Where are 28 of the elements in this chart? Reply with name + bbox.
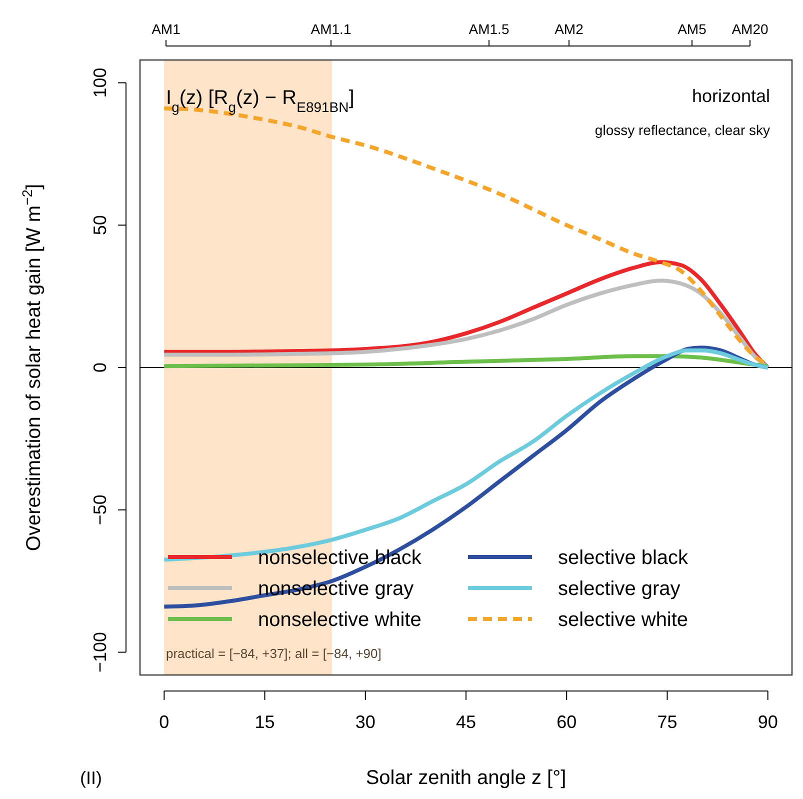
text: AM1.5 [468, 21, 510, 37]
annotation: horizontal [692, 86, 770, 106]
y-tick-label: 0 [90, 362, 110, 373]
y-tick-label: 50 [90, 215, 110, 236]
x-tick-label: 30 [355, 712, 376, 732]
x-tick-label: 90 [758, 712, 778, 732]
x-tick-label: 0 [159, 712, 170, 732]
text: (II) [80, 768, 102, 788]
x-tick-label: 75 [657, 712, 678, 732]
legend-label: selective black [558, 547, 690, 569]
y-tick-label: 100 [90, 68, 110, 98]
text: AM1 [152, 21, 181, 37]
y-tick-label: −50 [90, 494, 110, 526]
x-tick-label: 60 [556, 712, 577, 732]
y-tick-label: −100 [90, 632, 110, 672]
text: AM20 [732, 21, 768, 37]
annotation: practical = [−84, +37]; all = [−84, +90] [166, 646, 382, 661]
annotation: I$_{g}$(z) [R$_{g}$(z) − R$_{E891BN}$] [166, 87, 354, 115]
legend-label: nonselective white [258, 609, 422, 631]
legend-label: selective white [558, 609, 688, 631]
text: AM1.1 [310, 21, 352, 37]
text: AM5 [678, 21, 707, 37]
annotation: glossy reflectance, clear sky [594, 122, 770, 138]
text: AM2 [554, 21, 584, 37]
x-axis-title: Solar zenith angle z [°] [366, 767, 566, 789]
x-tick-label: 15 [254, 712, 275, 732]
x-tick-label: 45 [456, 712, 476, 732]
legend-label: selective gray [558, 578, 680, 600]
